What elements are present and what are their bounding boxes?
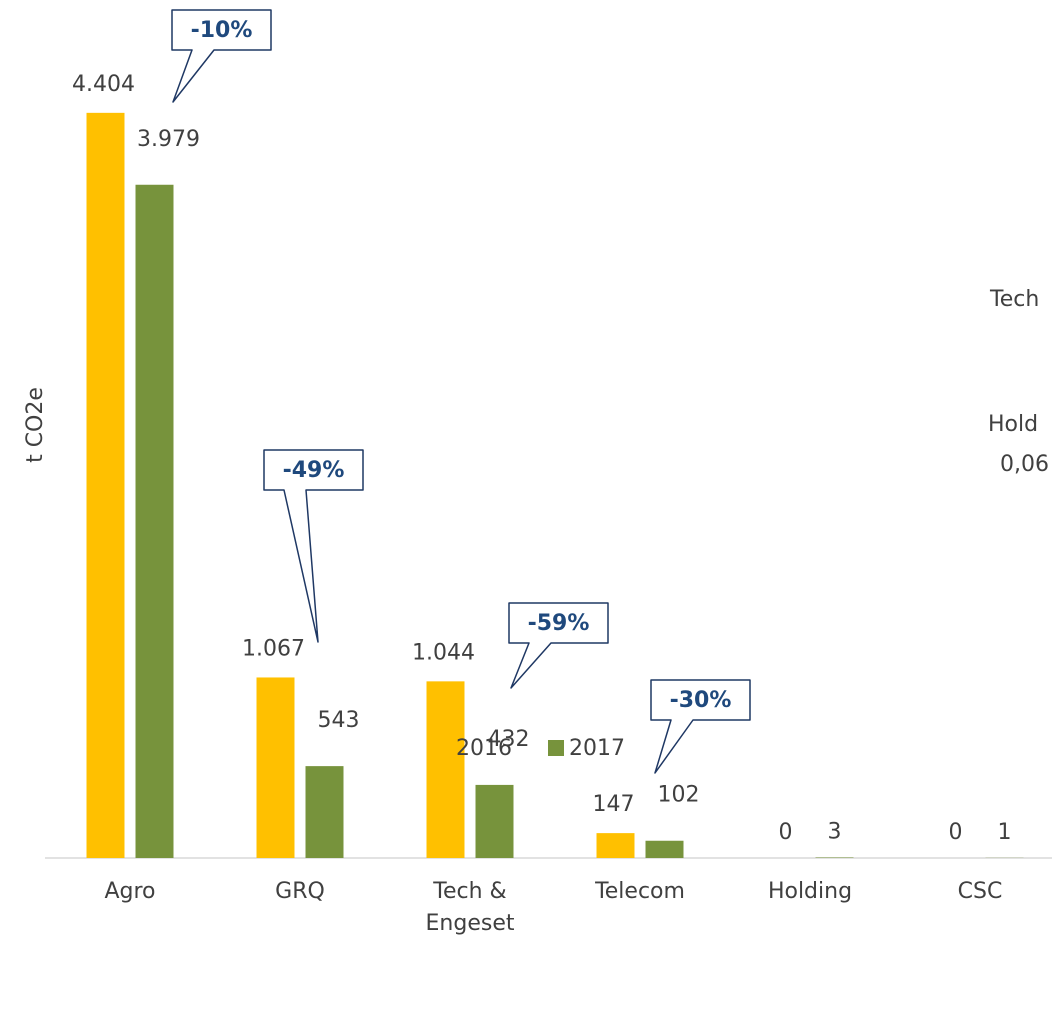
x-tick-label: Agro — [104, 879, 156, 904]
bar — [256, 677, 295, 858]
x-tick-label: Telecom — [595, 879, 685, 904]
data-label: 3 — [828, 819, 842, 844]
callout — [263, 449, 364, 643]
data-label: 4.404 — [72, 72, 135, 97]
legend-swatch — [548, 740, 564, 756]
callout-text: -10% — [191, 18, 253, 43]
bar — [135, 184, 174, 859]
side-text: Hold — [988, 412, 1038, 437]
x-tick-label: Holding — [767, 879, 853, 904]
legend-swatch — [435, 740, 451, 756]
data-label: 147 — [593, 792, 635, 817]
data-label: 3.979 — [137, 127, 200, 152]
bar — [475, 784, 514, 858]
callout — [508, 602, 609, 689]
data-label: 0 — [949, 820, 963, 845]
y-axis-label: t CO2e — [23, 387, 48, 463]
x-tick-label: GRQ — [275, 879, 325, 904]
data-label: 1.044 — [412, 640, 475, 665]
legend-label: 2016 — [456, 736, 512, 761]
x-tick-label: Tech & Engeset — [425, 879, 515, 936]
callout-text: -59% — [528, 611, 590, 636]
callout — [171, 9, 272, 103]
data-label: 102 — [658, 783, 700, 808]
data-label: 432 — [488, 727, 530, 752]
bar — [645, 840, 684, 858]
callout-text: -30% — [670, 688, 732, 713]
data-label: 543 — [318, 708, 360, 733]
legend-label: 2017 — [569, 736, 625, 761]
bar — [815, 857, 854, 858]
data-label: 1.067 — [242, 636, 305, 661]
bar — [426, 681, 465, 858]
bar — [596, 833, 635, 858]
callout-text: -49% — [283, 458, 345, 483]
data-label: 0 — [779, 820, 793, 845]
side-text: Tech — [989, 287, 1039, 312]
callout — [650, 679, 751, 774]
bar — [86, 112, 125, 858]
x-tick-label: CSC — [957, 879, 1003, 904]
data-label: 1 — [998, 820, 1012, 845]
bar — [305, 766, 344, 858]
side-text: 0,06 — [1000, 452, 1049, 477]
